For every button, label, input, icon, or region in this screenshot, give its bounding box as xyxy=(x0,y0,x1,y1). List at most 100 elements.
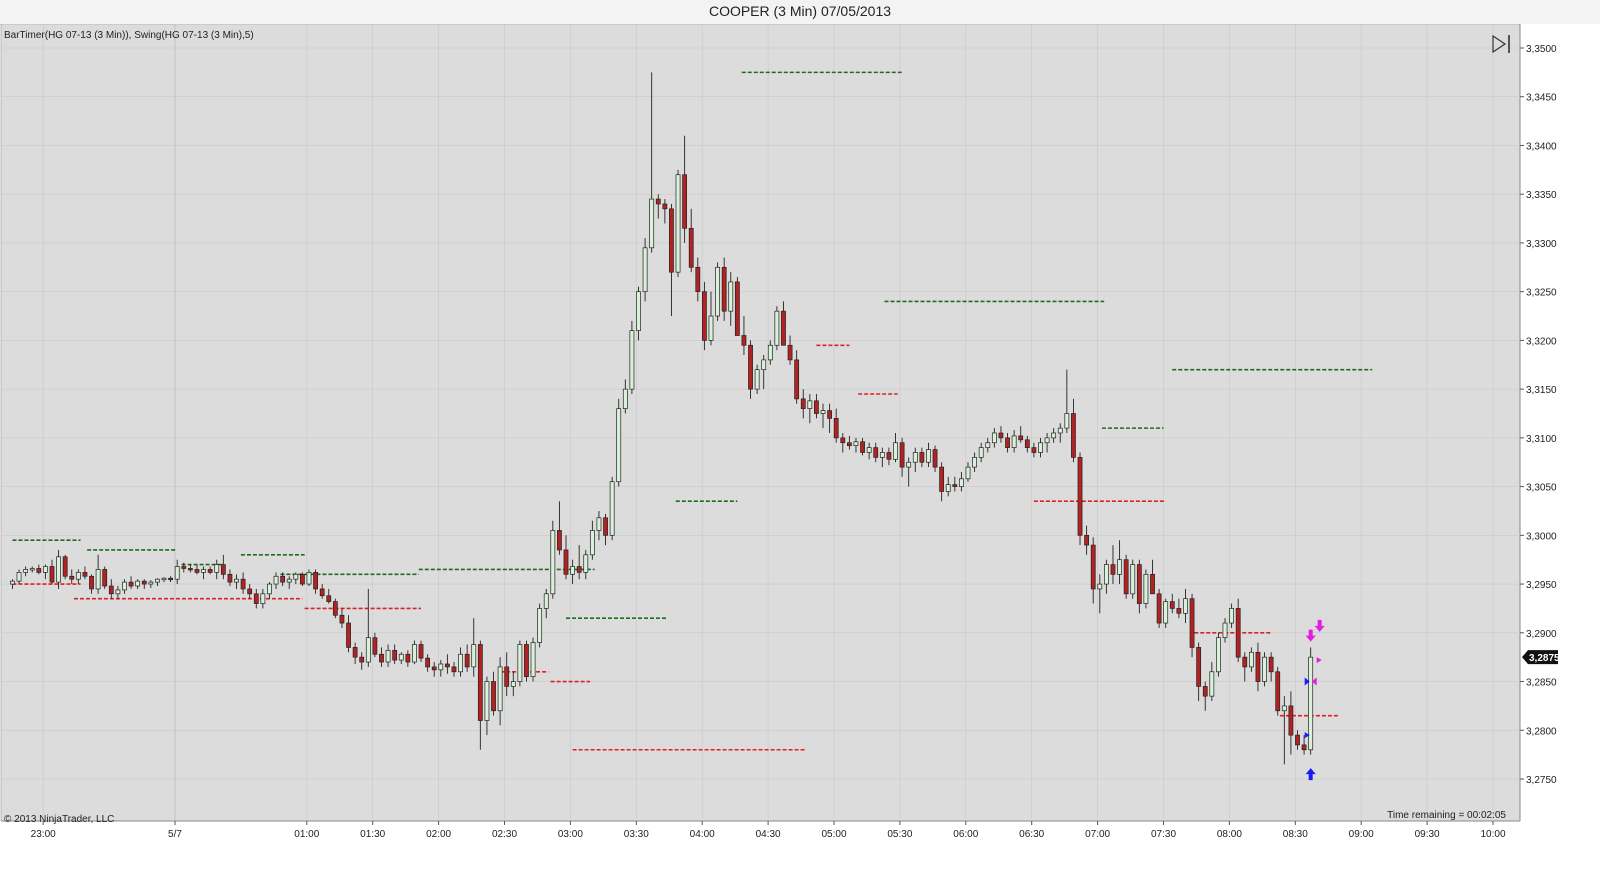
candle xyxy=(517,640,523,687)
candle xyxy=(945,476,951,497)
candle xyxy=(761,355,767,390)
candle xyxy=(1183,588,1188,624)
candle-body-down xyxy=(1176,608,1182,614)
candle-body-down xyxy=(1295,734,1300,746)
candle xyxy=(609,476,615,541)
candle xyxy=(926,442,931,468)
candle-body-down xyxy=(741,335,747,346)
candle-body-up xyxy=(1103,564,1109,585)
candle xyxy=(846,435,852,450)
candle xyxy=(1071,398,1076,463)
candle-body-down xyxy=(1071,413,1076,458)
candle xyxy=(464,644,470,672)
candle-body-up xyxy=(609,481,615,536)
candle xyxy=(879,447,885,468)
candle-body-up xyxy=(642,247,648,293)
y-tick-label: 3,3100 xyxy=(1526,434,1557,445)
candle-body-up xyxy=(761,359,767,370)
candle xyxy=(636,286,641,341)
candle-body-up xyxy=(510,681,516,687)
candle-body-up xyxy=(148,581,154,585)
candle-body-down xyxy=(695,266,701,293)
candle-body-down xyxy=(62,556,68,577)
candle xyxy=(339,608,345,628)
candle-body-up xyxy=(965,466,971,480)
candle-body-down xyxy=(1018,435,1024,441)
candle xyxy=(49,559,55,585)
candle xyxy=(260,588,266,609)
candles xyxy=(10,72,1314,765)
candle-body-up xyxy=(306,572,312,585)
candle-body-down xyxy=(220,564,226,575)
candle-body-up xyxy=(754,369,760,390)
candle-body-down xyxy=(359,656,365,663)
candle xyxy=(820,403,826,429)
candle xyxy=(563,535,569,580)
candle-body-up xyxy=(1064,413,1070,429)
time-axis: 23:00 5/7 01:00 01:30 02:00 02:30 03:00 03:30 04… xyxy=(31,821,1506,840)
candle-body-down xyxy=(405,653,411,663)
candle xyxy=(141,579,147,589)
candle-body-down xyxy=(392,649,398,661)
candle-body-down xyxy=(557,530,562,551)
y-tick-label: 3,2900 xyxy=(1526,629,1557,640)
x-tick-label: 03:30 xyxy=(624,829,649,840)
play-end-icon[interactable] xyxy=(1492,34,1510,54)
candle-body-up xyxy=(260,593,266,604)
candle-body-down xyxy=(504,666,510,687)
candle xyxy=(708,291,714,346)
candle-body-down xyxy=(431,666,437,671)
chart-title-bar: COOPER (3 Min) 07/05/2013 xyxy=(0,0,1600,25)
candle-body-up xyxy=(543,593,549,609)
candle-body-down xyxy=(787,344,793,361)
candle-body-up xyxy=(1248,651,1254,668)
candle xyxy=(899,437,905,477)
candle-body-down xyxy=(860,441,865,453)
candle-body-up xyxy=(767,344,773,361)
candle xyxy=(174,559,180,585)
candle xyxy=(550,520,556,599)
candle xyxy=(603,513,608,546)
candle-body-up xyxy=(959,478,964,487)
blue-pointer-icon xyxy=(1304,677,1310,686)
candle xyxy=(906,457,912,487)
x-tick-label: 07:00 xyxy=(1085,829,1110,840)
candle xyxy=(952,476,958,492)
candle xyxy=(1057,423,1063,443)
candle xyxy=(1051,428,1057,443)
candle-body-up xyxy=(1051,432,1057,439)
candle-body-down xyxy=(1301,744,1307,751)
candle-body-down xyxy=(253,593,259,604)
candle xyxy=(734,277,740,336)
candle-body-up xyxy=(23,569,29,573)
candle xyxy=(827,403,832,433)
candle-body-up xyxy=(1097,583,1103,590)
candle-body-up xyxy=(398,653,404,661)
swing-levels xyxy=(12,71,1373,751)
candle xyxy=(392,644,398,664)
candle xyxy=(728,272,734,326)
x-tick-label: 08:00 xyxy=(1217,829,1242,840)
candle-body-up xyxy=(945,484,951,492)
candle-body-down xyxy=(82,572,88,577)
candle-body-down xyxy=(1169,601,1175,609)
candle xyxy=(23,566,29,577)
candle-body-up xyxy=(570,566,575,575)
candle xyxy=(767,340,773,365)
candle-body-down xyxy=(1077,457,1083,536)
candle xyxy=(576,545,582,580)
y-tick-label: 3,3350 xyxy=(1526,190,1557,201)
candle xyxy=(1295,730,1300,750)
candle xyxy=(75,569,81,585)
candle xyxy=(675,169,681,278)
x-tick-label: 06:00 xyxy=(953,829,978,840)
candle xyxy=(319,584,325,599)
candle-body-down xyxy=(464,653,470,668)
candle xyxy=(510,671,516,697)
candle-body-down xyxy=(128,581,134,587)
candle-body-up xyxy=(972,457,977,468)
candlestick-chart[interactable]: 3,3500 3,3450 3,3400 3,3350 3,3300 3,3250 3,32… xyxy=(0,23,1600,883)
candle-body-down xyxy=(477,644,483,721)
candle-body-up xyxy=(893,442,898,460)
candle-body-up xyxy=(135,580,141,587)
